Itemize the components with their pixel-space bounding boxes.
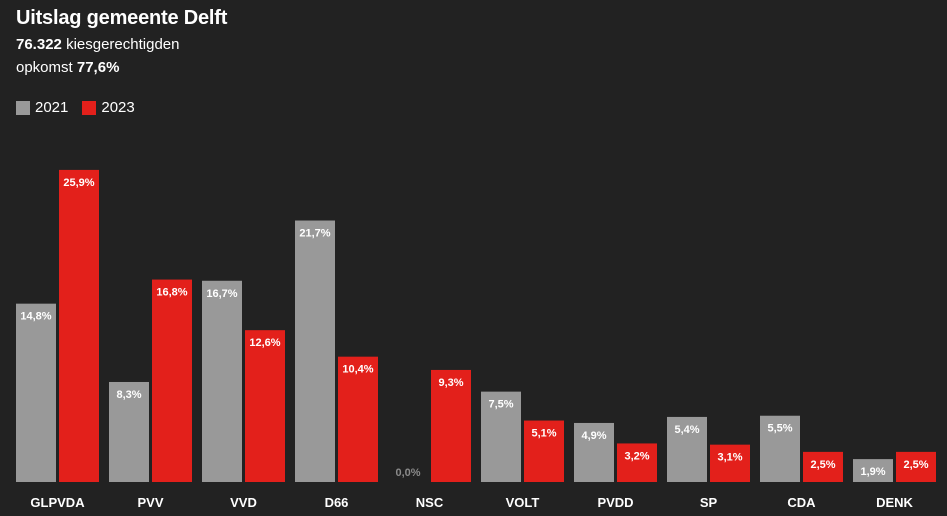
bar-2021-pvdd [574,422,614,482]
data-label-2023-pvv: 16,8% [156,287,187,299]
bar-2023-pvdd [617,443,657,482]
chart-title: Uitslag gemeente Delft [16,7,228,29]
data-label-2021-glpvda: 14,8% [20,311,51,323]
data-label-2021-denk: 1,9% [860,466,885,478]
voters-line: 76.322 kiesgerechtigden [16,36,179,53]
data-label-2021-sp: 5,4% [674,424,699,436]
turnout-line: opkomst 77,6% [16,59,119,76]
bar-2023-denk [896,451,936,482]
bar-2023-pvv [152,279,192,482]
category-label-volt: VOLT [506,495,540,510]
data-label-2023-cda: 2,5% [810,459,835,471]
category-label-pvv: PVV [137,495,163,510]
category-label-sp: SP [700,495,718,510]
data-label-2021-vvd: 16,7% [206,288,237,300]
data-label-2023-sp: 3,1% [717,452,742,464]
bar-2021-denk [853,459,893,482]
category-label-nsc: NSC [416,495,444,510]
data-label-2023-glpvda: 25,9% [63,177,94,189]
legend-label-2023: 2023 [101,99,135,116]
data-label-2021-cda: 5,5% [767,423,792,435]
bar-2021-glpvda [16,303,56,482]
bar-2021-d66 [295,220,335,482]
legend-item-2021[interactable]: 2021 [16,99,68,116]
data-label-2023-pvdd: 3,2% [624,450,649,462]
data-label-2021-d66: 21,7% [299,228,330,240]
data-label-2023-vvd: 12,6% [249,337,280,349]
bar-2023-vvd [245,330,285,482]
data-label-2023-volt: 5,1% [531,428,556,440]
data-label-2023-d66: 10,4% [342,364,373,376]
category-label-d66: D66 [325,495,349,510]
data-label-2023-denk: 2,5% [903,459,928,471]
voters-value: 76.322 [16,36,62,53]
bar-2023-volt [524,420,564,482]
legend-label-2021: 2021 [35,99,69,116]
bar-2021-cda [760,415,800,482]
bar-2023-glpvda [59,169,99,482]
data-label-2021-pvv: 8,3% [116,389,141,401]
category-label-pvdd: PVDD [597,495,633,510]
category-label-cda: CDA [787,495,816,510]
category-label-glpvda: GLPVDA [30,495,85,510]
voters-label: kiesgerechtigden [66,36,180,53]
bar-2021-pvv [109,381,149,482]
legend-swatch-2023 [82,100,97,115]
data-label-2021-nsc: 0,0% [395,467,420,479]
turnout-label: opkomst [16,59,73,76]
turnout-value: 77,6% [76,59,120,76]
bar-2023-nsc [431,369,471,482]
legend: 2021 2023 [16,99,149,116]
legend-swatch-2021 [16,100,30,115]
data-label-2021-volt: 7,5% [488,399,513,411]
bar-2023-sp [710,444,750,482]
data-label-2021-pvdd: 4,9% [581,430,606,442]
bar-2021-vvd [202,280,242,482]
bar-2023-d66 [338,356,378,482]
bar-2021-volt [481,391,521,482]
bar-2023-cda [803,451,843,482]
legend-item-2023[interactable]: 2023 [82,99,135,116]
data-label-2023-nsc: 9,3% [438,377,463,389]
category-label-denk: DENK [876,495,913,510]
category-label-vvd: VVD [230,495,257,510]
bar-2021-sp [667,416,707,482]
